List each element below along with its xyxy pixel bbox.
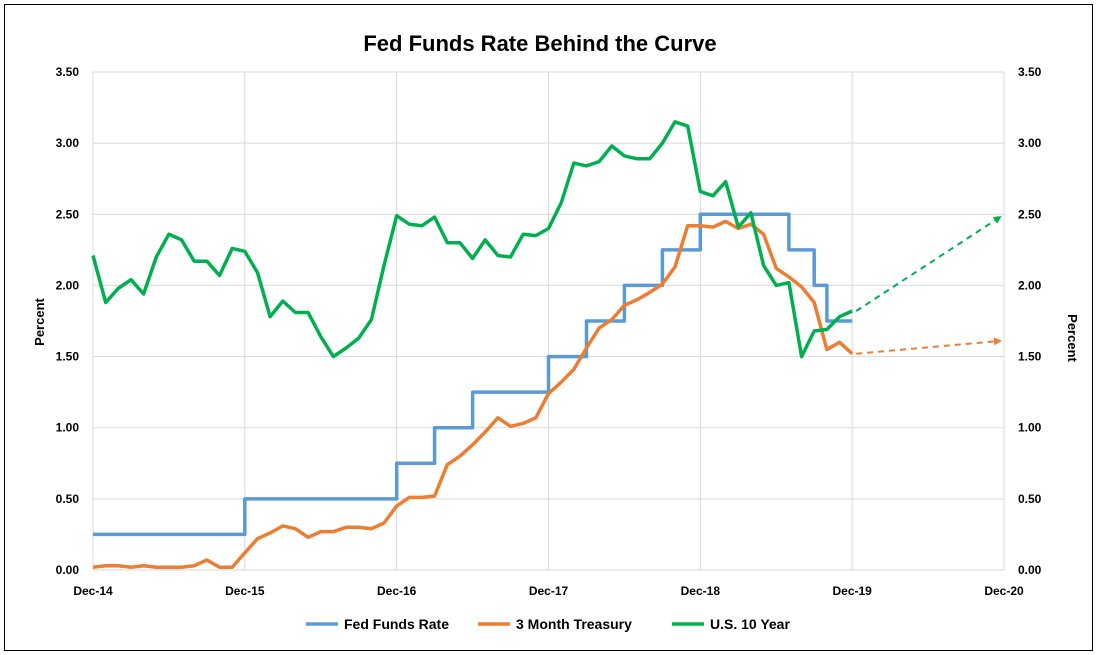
x-tick-label: Dec-20 [984, 584, 1024, 598]
projection-layer [855, 216, 1002, 355]
y-axis-label-left: Percent [32, 297, 47, 345]
y-tick-label-right: 1.00 [1018, 421, 1042, 435]
y-tick-label-left: 2.50 [56, 207, 80, 221]
series-line-u-s-10-year [91, 120, 853, 359]
y-tick-label-left: 2.00 [56, 278, 80, 292]
left-y-axis: 0.00 0.50 1.00 1.50 2.00 2.50 3.00 3.50 [56, 65, 80, 577]
legend-label-u-s-10-year: U.S. 10 Year [710, 616, 790, 632]
x-tick-label: Dec-17 [529, 584, 569, 598]
y-tick-label-left: 1.00 [56, 421, 80, 435]
x-tick-label: Dec-19 [832, 584, 872, 598]
y-tick-label-right: 0.50 [1018, 492, 1042, 506]
projection-arrow-u-s-10-year [855, 216, 1002, 312]
legend: Fed Funds Rate 3 Month Treasury U.S. 10 Ye… [306, 616, 790, 632]
series-line-3-month-treasury [92, 219, 854, 569]
y-tick-label-left: 1.50 [56, 350, 80, 364]
series-line-fed-funds-rate [93, 212, 853, 537]
series-layer [91, 120, 854, 569]
y-tick-label-left: 0.50 [56, 492, 80, 506]
x-tick-label: Dec-14 [73, 584, 113, 598]
y-tick-label-right: 1.50 [1018, 350, 1042, 364]
x-axis: Dec-14 Dec-15 Dec-16 Dec-17 Dec-18 Dec-19 Dec-… [73, 584, 1024, 598]
legend-label-3-month-treasury: 3 Month Treasury [516, 616, 632, 632]
y-tick-label-right: 3.00 [1018, 136, 1042, 150]
x-tick-label: Dec-18 [681, 584, 721, 598]
projection-arrow-3-month-treasury [856, 337, 1002, 355]
grid-layer [92, 71, 1005, 571]
y-tick-label-right: 3.50 [1018, 65, 1042, 79]
y-tick-label-left: 0.00 [56, 563, 80, 577]
y-tick-label-left: 3.00 [56, 136, 80, 150]
chart-title: Fed Funds Rate Behind the Curve [363, 31, 716, 56]
x-tick-label: Dec-15 [225, 584, 265, 598]
right-y-axis: 0.00 0.50 1.00 1.50 2.00 2.50 3.00 3.50 [1018, 65, 1042, 577]
y-tick-label-left: 3.50 [56, 65, 80, 79]
y-axis-label-right: Percent [1065, 314, 1080, 362]
y-tick-label-right: 2.50 [1018, 207, 1042, 221]
y-tick-label-right: 0.00 [1018, 563, 1042, 577]
y-tick-label-right: 2.00 [1018, 278, 1042, 292]
legend-label-fed-funds-rate: Fed Funds Rate [344, 616, 449, 632]
x-tick-label: Dec-16 [377, 584, 417, 598]
